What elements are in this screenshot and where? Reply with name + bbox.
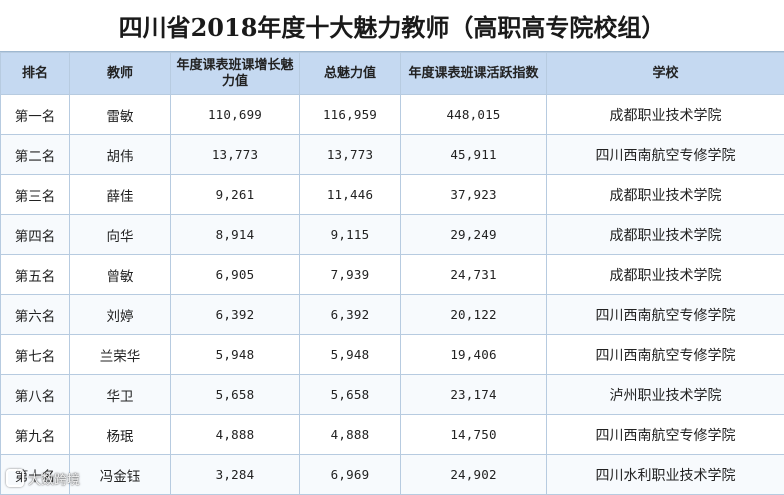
total-cell: 7,939 (300, 255, 401, 295)
table-row: 第一名 雷敏 110,699 116,959 448,015 成都职业技术学院 (1, 95, 784, 135)
header-rank: 排名 (1, 53, 70, 95)
total-cell: 4,888 (300, 415, 401, 455)
total-cell: 9,115 (300, 215, 401, 255)
growth-cell: 3,284 (171, 455, 300, 495)
header-school: 学校 (547, 53, 784, 95)
teacher-cell: 曾敏 (70, 255, 171, 295)
rank-cell: 第六名 (1, 295, 70, 335)
growth-cell: 8,914 (171, 215, 300, 255)
total-cell: 11,446 (300, 175, 401, 215)
table-row: 第十名 冯金钰 3,284 6,969 24,902 四川水利职业技术学院 (1, 455, 784, 495)
teacher-cell: 薛佳 (70, 175, 171, 215)
table-header-row: 排名 教师 年度课表班课增长魅力值 总魅力值 年度课表班课活跃指数 学校 (1, 53, 784, 95)
teacher-cell: 刘婷 (70, 295, 171, 335)
rank-cell: 第四名 (1, 215, 70, 255)
rank-cell: 第二名 (1, 135, 70, 175)
table-row: 第六名 刘婷 6,392 6,392 20,122 四川西南航空专修学院 (1, 295, 784, 335)
teacher-cell: 向华 (70, 215, 171, 255)
school-cell: 成都职业技术学院 (547, 175, 784, 215)
rank-cell: 第九名 (1, 415, 70, 455)
rank-cell: 第三名 (1, 175, 70, 215)
table-row: 第八名 华卫 5,658 5,658 23,174 泸州职业技术学院 (1, 375, 784, 415)
school-cell: 成都职业技术学院 (547, 255, 784, 295)
growth-cell: 6,392 (171, 295, 300, 335)
total-cell: 13,773 (300, 135, 401, 175)
total-cell: 6,392 (300, 295, 401, 335)
teacher-cell: 华卫 (70, 375, 171, 415)
growth-cell: 9,261 (171, 175, 300, 215)
ranking-table: 排名 教师 年度课表班课增长魅力值 总魅力值 年度课表班课活跃指数 学校 第一名… (0, 52, 784, 495)
table-row: 第七名 兰荣华 5,948 5,948 19,406 四川西南航空专修学院 (1, 335, 784, 375)
activity-cell: 37,923 (401, 175, 547, 215)
teacher-cell: 胡伟 (70, 135, 171, 175)
growth-cell: 4,888 (171, 415, 300, 455)
activity-cell: 23,174 (401, 375, 547, 415)
header-teacher: 教师 (70, 53, 171, 95)
header-growth: 年度课表班课增长魅力值 (171, 53, 300, 95)
school-cell: 成都职业技术学院 (547, 95, 784, 135)
teacher-cell: 兰荣华 (70, 335, 171, 375)
page-title: 四川省2018年度十大魅力教师（高职高专院校组） (0, 0, 784, 52)
activity-cell: 45,911 (401, 135, 547, 175)
growth-cell: 5,658 (171, 375, 300, 415)
school-cell: 成都职业技术学院 (547, 215, 784, 255)
activity-cell: 20,122 (401, 295, 547, 335)
total-cell: 6,969 (300, 455, 401, 495)
total-cell: 5,948 (300, 335, 401, 375)
table-row: 第三名 薛佳 9,261 11,446 37,923 成都职业技术学院 (1, 175, 784, 215)
rank-cell: 第八名 (1, 375, 70, 415)
activity-cell: 24,731 (401, 255, 547, 295)
header-activity: 年度课表班课活跃指数 (401, 53, 547, 95)
table-row: 第二名 胡伟 13,773 13,773 45,911 四川西南航空专修学院 (1, 135, 784, 175)
school-cell: 泸州职业技术学院 (547, 375, 784, 415)
table-row: 第五名 曾敏 6,905 7,939 24,731 成都职业技术学院 (1, 255, 784, 295)
activity-cell: 19,406 (401, 335, 547, 375)
rank-cell: 第五名 (1, 255, 70, 295)
teacher-cell: 冯金钰 (70, 455, 171, 495)
school-cell: 四川西南航空专修学院 (547, 295, 784, 335)
teacher-cell: 杨珉 (70, 415, 171, 455)
rank-cell: 第一名 (1, 95, 70, 135)
rank-cell: 第七名 (1, 335, 70, 375)
activity-cell: 14,750 (401, 415, 547, 455)
teacher-cell: 雷敏 (70, 95, 171, 135)
header-total: 总魅力值 (300, 53, 401, 95)
school-cell: 四川西南航空专修学院 (547, 335, 784, 375)
activity-cell: 29,249 (401, 215, 547, 255)
total-cell: 116,959 (300, 95, 401, 135)
growth-cell: 6,905 (171, 255, 300, 295)
growth-cell: 13,773 (171, 135, 300, 175)
growth-cell: 5,948 (171, 335, 300, 375)
school-cell: 四川水利职业技术学院 (547, 455, 784, 495)
table-row: 第九名 杨珉 4,888 4,888 14,750 四川西南航空专修学院 (1, 415, 784, 455)
growth-cell: 110,699 (171, 95, 300, 135)
rank-cell: 第十名 (1, 455, 70, 495)
school-cell: 四川西南航空专修学院 (547, 135, 784, 175)
activity-cell: 24,902 (401, 455, 547, 495)
table-row: 第四名 向华 8,914 9,115 29,249 成都职业技术学院 (1, 215, 784, 255)
activity-cell: 448,015 (401, 95, 547, 135)
school-cell: 四川西南航空专修学院 (547, 415, 784, 455)
total-cell: 5,658 (300, 375, 401, 415)
